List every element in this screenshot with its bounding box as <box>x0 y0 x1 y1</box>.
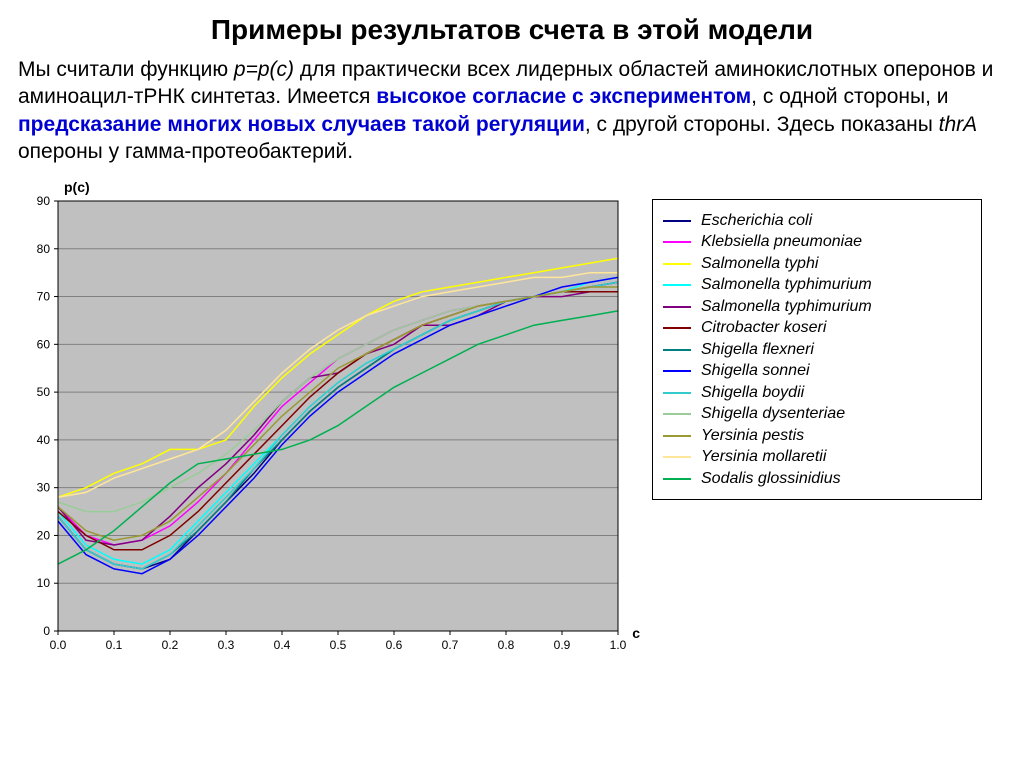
legend-swatch <box>663 241 691 243</box>
chart-area: p(c) 01020304050607080900.00.10.20.30.40… <box>18 179 638 661</box>
text-run: опероны у гамма-протеобактерий. <box>18 140 353 163</box>
legend-label: Shigella dysenteriae <box>701 405 845 423</box>
legend-swatch <box>663 392 691 394</box>
legend-item: Shigella dysenteriae <box>663 405 971 423</box>
svg-text:10: 10 <box>37 576 51 590</box>
legend-label: Shigella sonnei <box>701 362 810 380</box>
legend-label: Klebsiella pneumoniae <box>701 233 862 251</box>
svg-text:0.5: 0.5 <box>330 638 347 652</box>
legend-label: Salmonella typhimurium <box>701 276 872 294</box>
y-axis-label: p(c) <box>64 179 90 195</box>
highlight-text: высокое согласие с экспериментом <box>376 85 751 108</box>
svg-text:20: 20 <box>37 529 51 543</box>
legend-label: Salmonella typhimurium <box>701 298 872 316</box>
legend-swatch <box>663 284 691 286</box>
x-axis-label: c <box>632 625 640 641</box>
legend-label: Yersinia pestis <box>701 427 804 445</box>
legend-label: Shigella flexneri <box>701 341 814 359</box>
svg-text:0.0: 0.0 <box>50 638 67 652</box>
gene-name: thrA <box>939 113 978 136</box>
svg-text:0.8: 0.8 <box>498 638 515 652</box>
legend-item: Yersinia pestis <box>663 427 971 445</box>
svg-text:0: 0 <box>43 624 50 638</box>
legend-item: Escherichia coli <box>663 212 971 230</box>
legend-swatch <box>663 456 691 458</box>
slide-body: Мы считали функцию p=p(c) для практическ… <box>18 56 1006 165</box>
svg-text:50: 50 <box>37 385 51 399</box>
chart-legend: Escherichia coli Klebsiella pneumoniae Sal… <box>652 199 982 500</box>
svg-text:0.3: 0.3 <box>218 638 235 652</box>
svg-text:0.4: 0.4 <box>274 638 291 652</box>
line-chart: 0 10 20 30 40 50 60 70 80 90 0.0 0.1 0.2 0.3 0.4 0.5 0.6… <box>18 179 628 661</box>
legend-item: Shigella flexneri <box>663 341 971 359</box>
chart-row: p(c) 01020304050607080900.00.10.20.30.40… <box>18 179 1006 661</box>
legend-label: Yersinia mollaretii <box>701 448 826 466</box>
legend-item: Klebsiella pneumoniae <box>663 233 971 251</box>
legend-label: Sodalis glossinidius <box>701 470 841 488</box>
svg-text:0.7: 0.7 <box>442 638 459 652</box>
svg-text:70: 70 <box>37 290 51 304</box>
text-run: , с одной стороны, и <box>751 85 948 108</box>
legend-label: Salmonella typhi <box>701 255 818 273</box>
legend-item: Salmonella typhimurium <box>663 298 971 316</box>
text-run: , с другой стороны. Здесь показаны <box>585 113 939 136</box>
legend-label: Shigella boydii <box>701 384 804 402</box>
svg-text:60: 60 <box>37 338 51 352</box>
legend-item: Citrobacter koseri <box>663 319 971 337</box>
legend-item: Salmonella typhi <box>663 255 971 273</box>
legend-label: Citrobacter koseri <box>701 319 826 337</box>
legend-swatch <box>663 478 691 480</box>
legend-swatch <box>663 220 691 222</box>
formula: p=p(c) <box>234 58 294 81</box>
svg-text:0.9: 0.9 <box>554 638 571 652</box>
legend-item: Shigella boydii <box>663 384 971 402</box>
legend-swatch <box>663 327 691 329</box>
legend-swatch <box>663 413 691 415</box>
svg-text:1.0: 1.0 <box>610 638 627 652</box>
legend-swatch <box>663 263 691 265</box>
svg-text:0.6: 0.6 <box>386 638 403 652</box>
svg-text:0.1: 0.1 <box>106 638 123 652</box>
legend-item: Shigella sonnei <box>663 362 971 380</box>
svg-text:40: 40 <box>37 433 51 447</box>
highlight-text: предсказание многих новых случаев такой … <box>18 113 585 136</box>
legend-item: Sodalis glossinidius <box>663 470 971 488</box>
legend-swatch <box>663 349 691 351</box>
svg-text:90: 90 <box>37 194 51 208</box>
text-run: Мы считали функцию <box>18 58 234 81</box>
svg-text:80: 80 <box>37 242 51 256</box>
legend-swatch <box>663 370 691 372</box>
svg-text:0.2: 0.2 <box>162 638 179 652</box>
legend-label: Escherichia coli <box>701 212 812 230</box>
legend-item: Salmonella typhimurium <box>663 276 971 294</box>
legend-item: Yersinia mollaretii <box>663 448 971 466</box>
legend-swatch <box>663 306 691 308</box>
svg-text:30: 30 <box>37 481 51 495</box>
legend-swatch <box>663 435 691 437</box>
slide-title: Примеры результатов счета в этой модели <box>18 14 1006 46</box>
